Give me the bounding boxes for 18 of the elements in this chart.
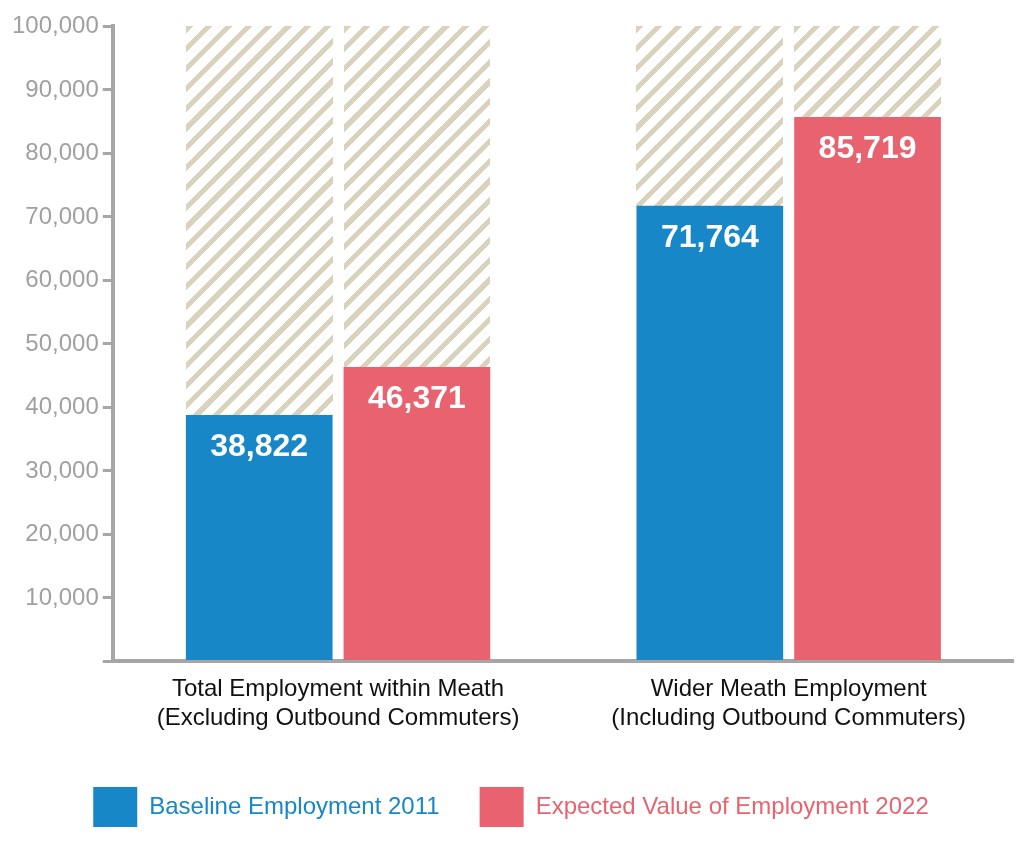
- y-tick-label: 20,000: [25, 519, 99, 547]
- y-tick-label: 90,000: [25, 74, 99, 102]
- data-label: 71,764: [660, 217, 759, 254]
- legend-label: Baseline Employment 2011: [149, 791, 440, 819]
- y-tick-label: 80,000: [25, 138, 99, 166]
- data-label: 85,719: [818, 128, 917, 165]
- y-tick-label: 40,000: [25, 392, 99, 420]
- y-tick-label: 100,000: [11, 11, 99, 39]
- data-label: 46,371: [367, 378, 466, 415]
- y-tick-label: 70,000: [25, 201, 99, 229]
- y-tick-label: 50,000: [25, 328, 99, 356]
- legend-label: Expected Value of Employment 2022: [535, 791, 929, 819]
- y-tick-label: 30,000: [25, 455, 99, 483]
- x-tick-label: Wider Meath Employment (Including Outbound Commuters): [611, 674, 967, 731]
- x-tick-label: Total Employment within Meath (Excluding Outbound Commuters): [156, 674, 520, 731]
- y-tick-label: 10,000: [25, 582, 99, 610]
- y-tick-label: 60,000: [25, 265, 99, 293]
- data-label: 38,822: [210, 426, 309, 463]
